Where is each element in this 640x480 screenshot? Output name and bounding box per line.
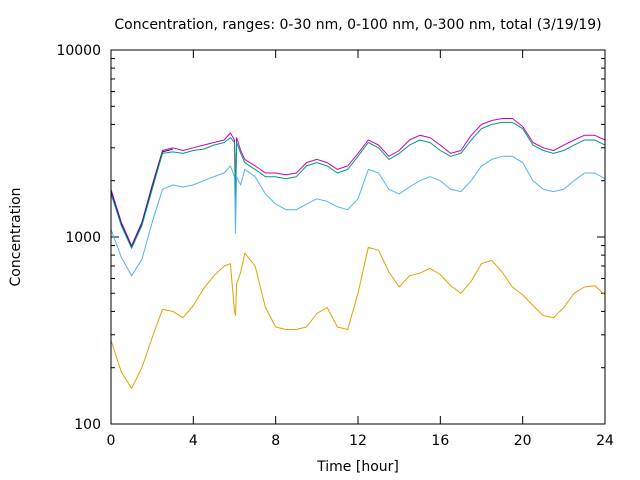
y-axis-label: Concentration — [8, 187, 24, 286]
x-tick-label: 20 — [514, 433, 532, 449]
x-tick-label: 16 — [431, 433, 449, 449]
x-tick-label: 12 — [349, 433, 367, 449]
axis-ticks: 0 4 8 12 16 20 24 100 1000 10000 — [56, 43, 614, 449]
y-tick-label: 10000 — [56, 43, 101, 59]
series-line-4 — [110, 155, 606, 277]
y-tick-label: 100 — [74, 417, 101, 433]
x-axis-label: Time [hour] — [316, 459, 399, 475]
x-tick-label: 0 — [107, 433, 116, 449]
series-line-5 — [110, 246, 606, 389]
x-tick-label: 4 — [189, 433, 198, 449]
series-group — [110, 118, 606, 389]
series-line-1 — [110, 118, 606, 247]
series-line-3 — [110, 121, 606, 249]
x-tick-label: 8 — [271, 433, 280, 449]
chart-title: Concentration, ranges: 0-30 nm, 0-100 nm… — [114, 17, 601, 33]
x-tick-label: 24 — [596, 433, 614, 449]
series-line-2 — [110, 148, 173, 248]
y-tick-label: 1000 — [65, 230, 101, 246]
plot-frame — [110, 49, 606, 425]
